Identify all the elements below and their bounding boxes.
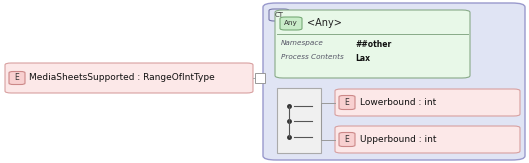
FancyBboxPatch shape [339, 133, 355, 147]
Text: Any: Any [284, 21, 298, 27]
Text: Upperbound : int: Upperbound : int [360, 135, 436, 144]
Text: Process Contents: Process Contents [281, 54, 344, 60]
FancyBboxPatch shape [277, 88, 321, 153]
FancyBboxPatch shape [255, 73, 265, 83]
FancyBboxPatch shape [335, 89, 520, 116]
Text: E: E [344, 98, 349, 107]
Text: Lowerbound : int: Lowerbound : int [360, 98, 436, 107]
FancyBboxPatch shape [269, 9, 289, 21]
Text: <Any>: <Any> [307, 18, 342, 29]
Text: MediaSheetsSupported : RangeOfIntType: MediaSheetsSupported : RangeOfIntType [29, 74, 215, 82]
Text: Lax: Lax [355, 54, 370, 63]
Text: ##other: ##other [355, 40, 391, 49]
FancyBboxPatch shape [263, 3, 525, 160]
FancyBboxPatch shape [335, 126, 520, 153]
Text: CT: CT [275, 12, 284, 18]
Text: RangeOfIntType: RangeOfIntType [294, 10, 388, 20]
FancyBboxPatch shape [280, 17, 302, 30]
FancyBboxPatch shape [5, 63, 253, 93]
Text: Namespace: Namespace [281, 40, 324, 46]
Text: E: E [344, 135, 349, 144]
FancyBboxPatch shape [9, 72, 25, 84]
FancyBboxPatch shape [339, 96, 355, 110]
Text: E: E [15, 74, 20, 82]
FancyBboxPatch shape [275, 10, 470, 78]
